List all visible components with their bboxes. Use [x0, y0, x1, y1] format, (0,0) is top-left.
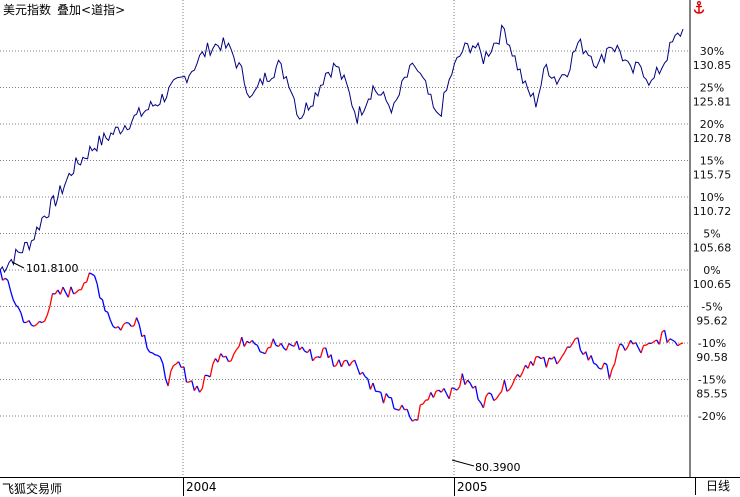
- dollar-index-segment: [260, 352, 263, 353]
- x-axis-divider-2005: [454, 478, 455, 496]
- percent-tick-label: -5%: [701, 301, 722, 314]
- percent-tick-label: 25%: [700, 82, 724, 95]
- price-tick-label: 120.78: [693, 132, 732, 145]
- price-tick-label: 115.75: [693, 169, 732, 182]
- price-tick-label: 100.65: [693, 278, 732, 291]
- x-label-2004: 2004: [186, 480, 217, 494]
- dollar-index-segment: [436, 390, 439, 391]
- dollar-index-segment: [268, 347, 271, 348]
- chart-background: [0, 0, 740, 477]
- percent-tick-label: 30%: [700, 45, 724, 58]
- dollar-index-segment: [131, 326, 134, 327]
- price-tick-label: 90.58: [696, 351, 728, 364]
- price-tick-label: 110.72: [693, 205, 732, 218]
- dollar-index-segment: [680, 343, 683, 344]
- instrument-name: 美元指数: [3, 3, 51, 17]
- overlay-label: 叠加<道指>: [57, 3, 125, 17]
- x-label-2005: 2005: [457, 480, 488, 494]
- price-chart[interactable]: 30% 25% 20% 15% 10% 5% 0% -5% -10% -15% -20% 130.85…: [0, 0, 740, 477]
- percent-tick-label: -15%: [698, 374, 726, 387]
- percent-tick-label: -10%: [698, 337, 726, 350]
- dollar-index-segment: [155, 355, 158, 356]
- status-bar: 飞狐交易师 2004 2005 日线: [0, 477, 740, 496]
- price-tick-label: 130.85: [693, 59, 732, 72]
- dollar-index-segment: [84, 282, 87, 283]
- dollar-index-segment: [420, 404, 423, 405]
- start-price-label: 101.8100: [26, 262, 79, 275]
- dollar-index-segment: [150, 352, 153, 353]
- price-tick-label: 125.81: [693, 96, 732, 109]
- price-tick-label: 85.55: [696, 388, 728, 401]
- percent-tick-label: 15%: [700, 155, 724, 168]
- x-axis-divider-2004: [183, 478, 184, 496]
- chart-title: 美元指数叠加<道指>: [3, 1, 125, 18]
- anchor-icon[interactable]: [693, 1, 705, 14]
- price-tick-label: 105.68: [693, 242, 732, 255]
- dollar-index-segment: [315, 357, 318, 358]
- percent-tick-label: 10%: [700, 191, 724, 204]
- percent-tick-label: 5%: [703, 228, 720, 241]
- percent-tick-label: -20%: [698, 410, 726, 423]
- dollar-index-segment: [378, 392, 381, 393]
- dollar-index-segment: [229, 361, 232, 362]
- percent-tick-label: 20%: [700, 118, 724, 131]
- period-selector[interactable]: 日线: [695, 478, 740, 495]
- dollar-index-segment: [394, 409, 397, 410]
- percent-tick-label: 0%: [703, 264, 720, 277]
- app-name: 飞狐交易师: [2, 480, 62, 497]
- low-price-label: 80.3900: [475, 461, 521, 474]
- price-tick-label: 95.62: [696, 315, 728, 328]
